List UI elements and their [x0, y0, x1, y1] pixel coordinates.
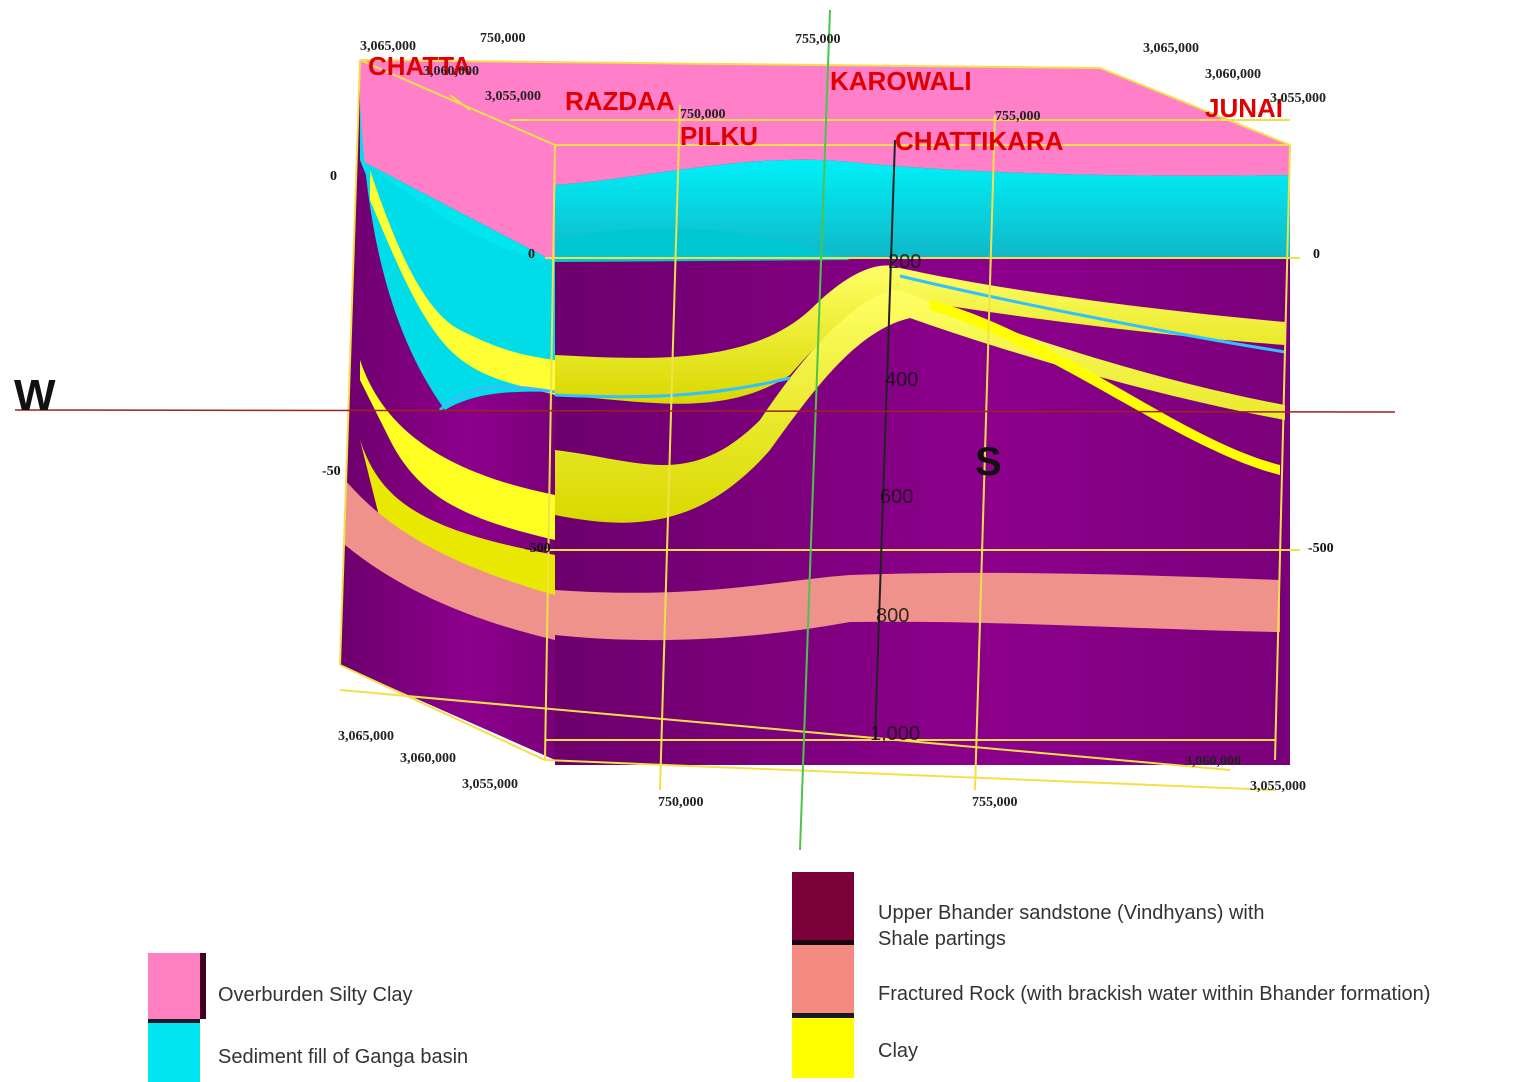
place-label-karowali: KAROWALI [830, 66, 972, 96]
coord-label: 3,065,000 [338, 729, 394, 744]
legend-label-overburden: Overburden Silty Clay [218, 984, 413, 1006]
depth-label: 0 [330, 169, 337, 184]
legend-label-sandstone: Upper Bhander sandstone (Vindhyans) with… [878, 902, 1265, 950]
coord-label: 3,055,000 [462, 777, 518, 792]
depth-label: 1,000 [870, 723, 920, 745]
coord-label: 750,000 [480, 31, 526, 46]
legend: Overburden Silty Clay Sediment fill of G… [0, 850, 1513, 1082]
place-label-pilku: PILKU [680, 121, 758, 151]
place-label-razdaa: RAZDAA [565, 86, 675, 116]
direction-south: S [975, 440, 1002, 484]
coord-label: 3,060,000 [1185, 754, 1241, 769]
top-surface-overburden [360, 60, 1290, 145]
depth-label: 0 [528, 247, 535, 262]
black-depth-axis [874, 139, 896, 741]
place-label-chattikara: CHATTIKARA [895, 126, 1064, 156]
legend-swatch-clay [792, 1018, 854, 1078]
depth-label: -500 [1308, 541, 1334, 556]
legend-label-fractured: Fractured Rock (with brackish water with… [878, 983, 1431, 1005]
wireframe-box [339, 59, 1300, 791]
legend-swatch-sandstone [792, 872, 854, 945]
legend-label-clay: Clay [878, 1040, 919, 1062]
depth-label: 0 [1313, 247, 1320, 262]
depth-label: 200 [888, 251, 921, 273]
depth-label: -50 [322, 464, 341, 479]
coord-label: 3,060,000 [423, 64, 479, 79]
place-label-chatta: CHATTA [368, 51, 471, 81]
depth-label: 400 [885, 369, 918, 391]
west-east-line [14, 409, 1396, 413]
legend-label-sediment: Sediment fill of Ganga basin [218, 1046, 469, 1068]
legend-swatch-sediment [148, 1019, 200, 1082]
coord-label: 755,000 [795, 32, 841, 47]
direction-west: W [14, 371, 56, 420]
depth-label: -500 [525, 541, 551, 556]
coord-label: 3,065,000 [360, 39, 416, 54]
green-axis-line [799, 9, 831, 850]
coord-label: 3,060,000 [1205, 67, 1261, 82]
place-label-junai: JUNAI [1205, 93, 1283, 123]
depth-label: 600 [880, 486, 913, 508]
depth-label: 800 [876, 605, 909, 627]
coord-label: 750,000 [658, 795, 704, 810]
coord-label: 755,000 [972, 795, 1018, 810]
coord-label: 3,055,000 [485, 89, 541, 104]
coord-label: 3,055,000 [1250, 779, 1306, 794]
coord-label: 3,060,000 [400, 751, 456, 766]
legend-swatch-overburden [148, 953, 206, 1019]
coord-label: 3,065,000 [1143, 41, 1199, 56]
geological-block-diagram: CHATTA RAZDAA KAROWALI JUNAI PILKU CHATT… [14, 9, 1396, 850]
coord-label: 750,000 [680, 107, 726, 122]
coord-label: 755,000 [995, 109, 1041, 124]
front-face [438, 145, 1290, 765]
coord-label: 3,055,000 [1270, 91, 1326, 106]
legend-swatch-fractured [792, 945, 854, 1018]
